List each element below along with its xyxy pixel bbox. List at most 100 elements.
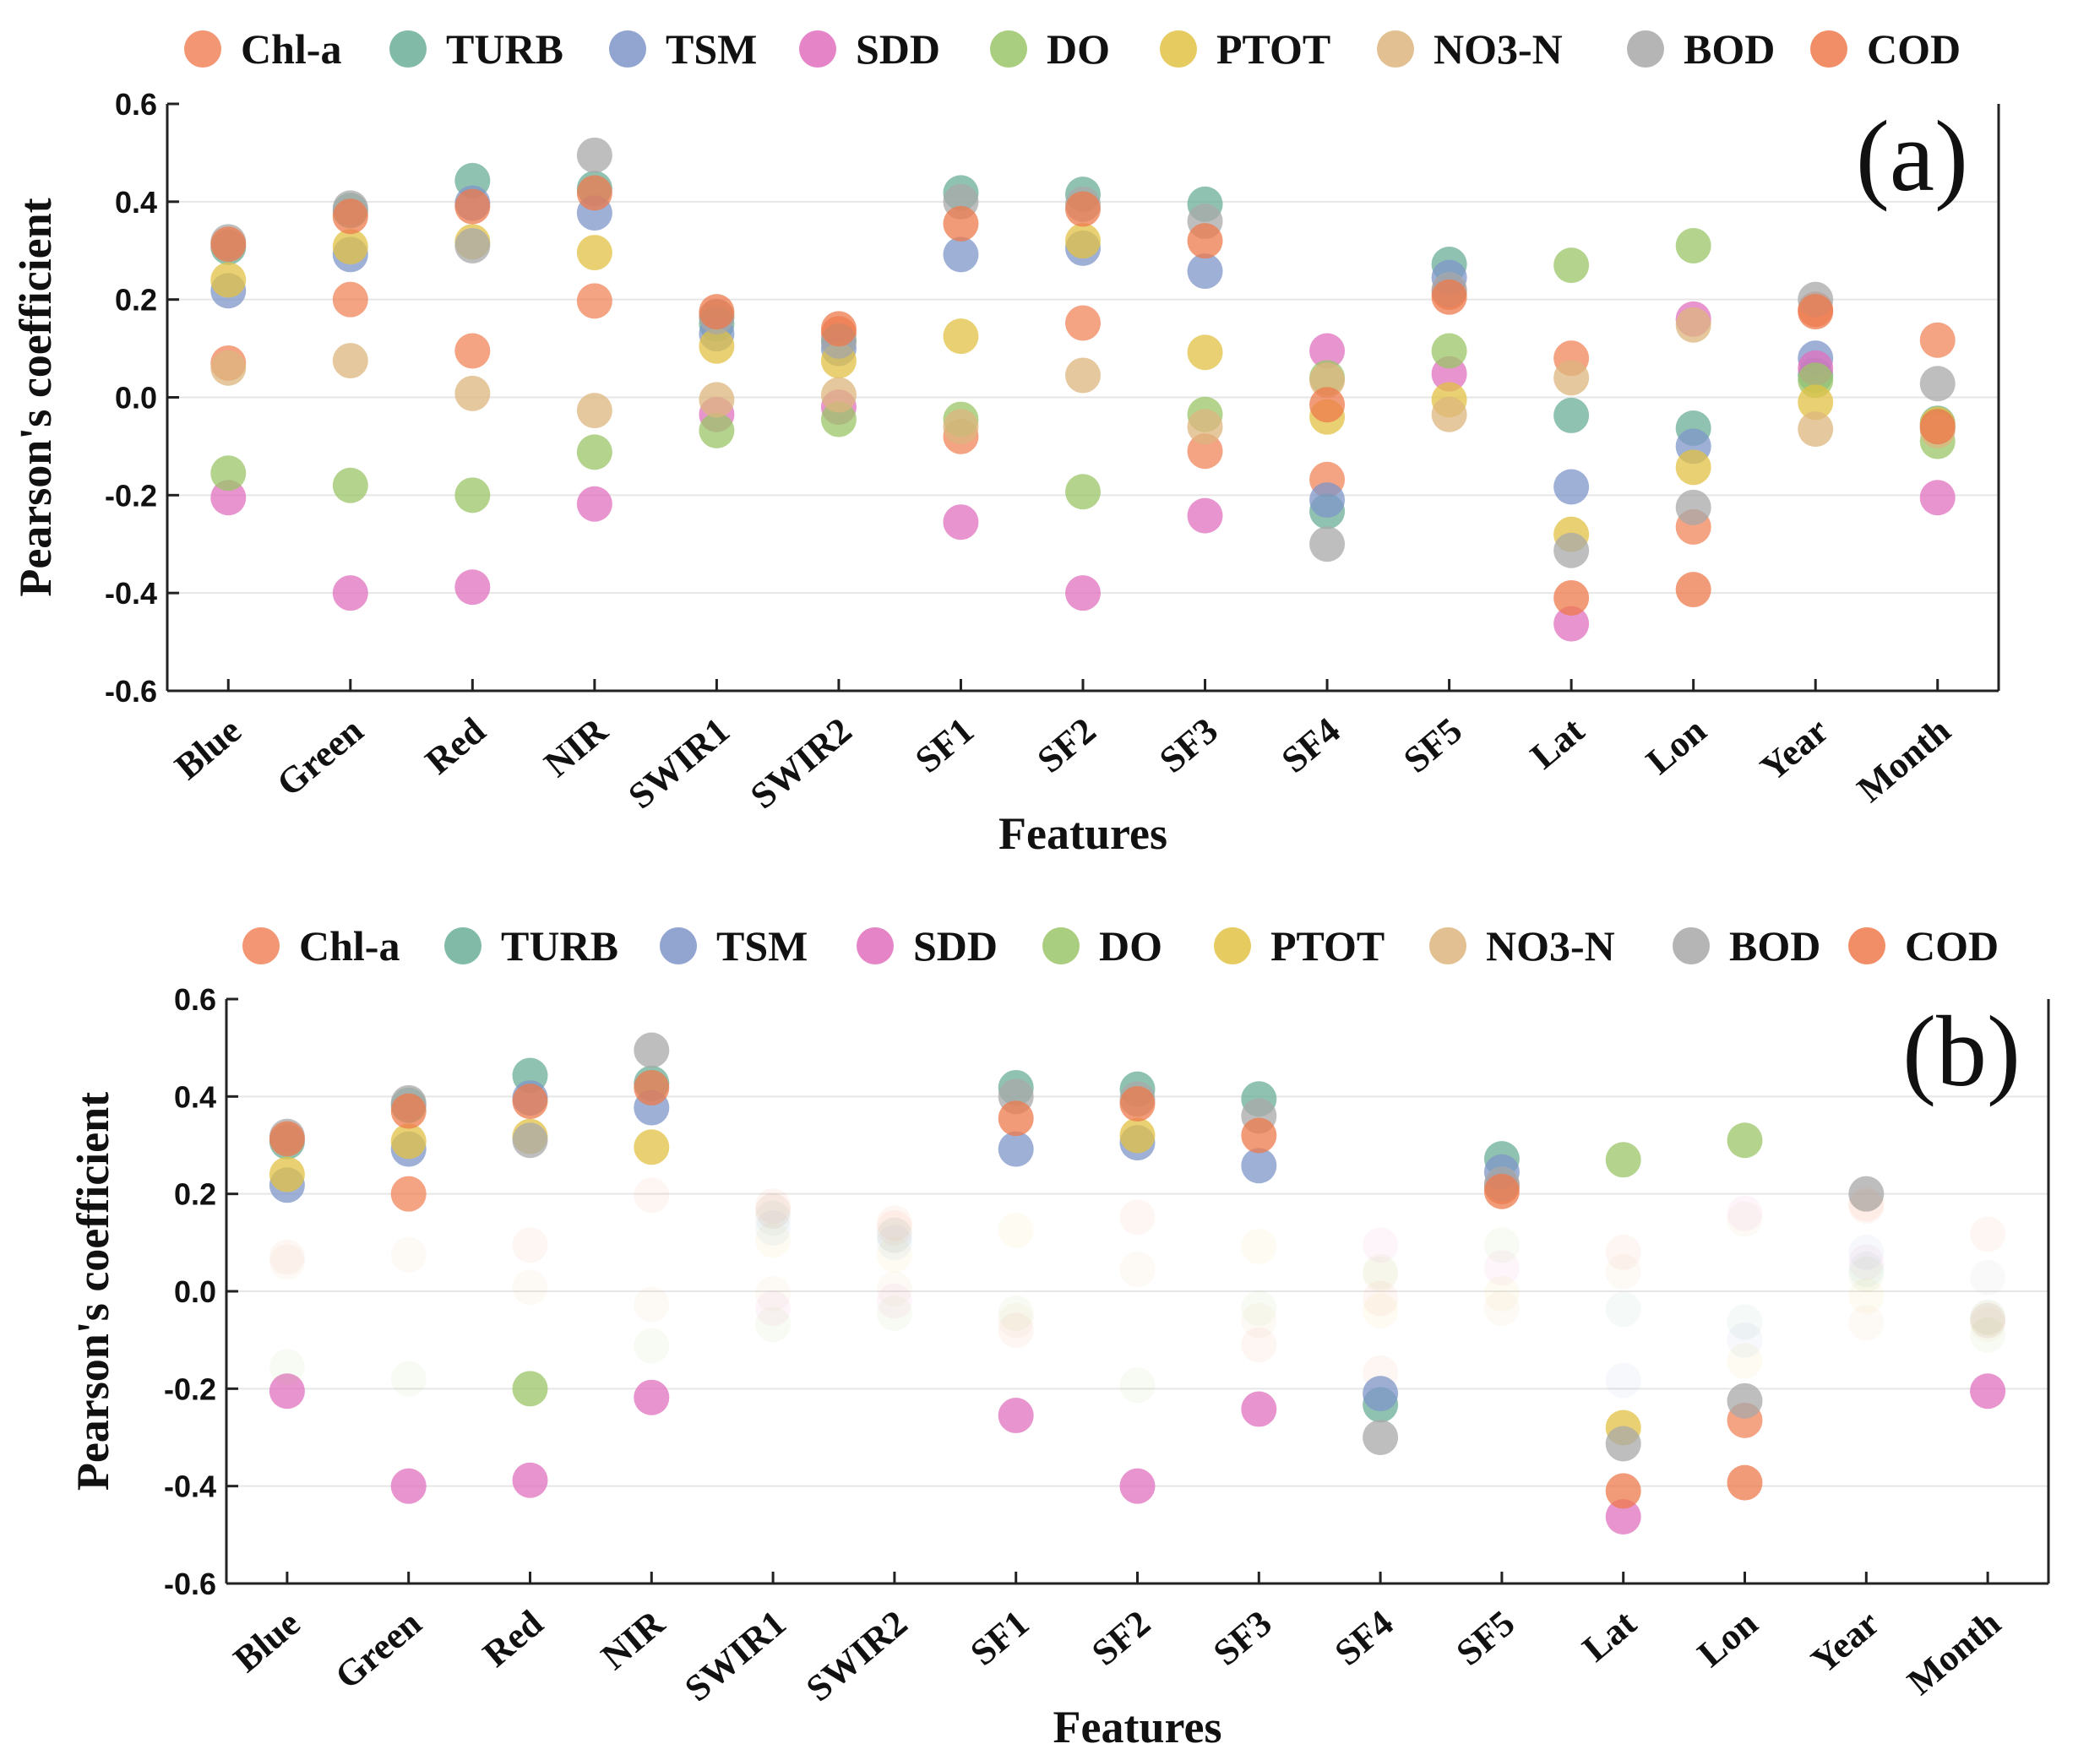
x-tick-label: SF3 [1151,709,1226,781]
point-sdd-lat [1605,1498,1641,1535]
legend-marker-sdd [857,927,894,964]
point-cod-swir1 [755,1188,792,1225]
point-tsm-lat [1605,1362,1641,1399]
legend-label-bod: BOD [1684,25,1775,73]
point-ptot-lon [1675,449,1711,486]
legend-marker-cod [1848,927,1885,964]
point-ptot-year [1798,384,1834,421]
point-no3-n-lat [1553,360,1590,396]
point-bod-lon [1727,1382,1763,1419]
point-tsm-lat [1553,469,1590,505]
point-tsm-sf1 [943,236,979,273]
point-no3-n-sf3 [1187,409,1223,445]
legend-label-turb: TURB [501,922,618,970]
panel-label: (b) [1902,995,2021,1107]
x-tick-label: Green [269,709,371,804]
point-chl-a-sf1 [998,1312,1034,1349]
point-do-red [454,477,491,513]
point-do-lon [1727,1122,1763,1159]
point-sdd-swir2 [876,1283,912,1319]
point-sdd-sf4 [1363,1227,1399,1263]
point-turb-lat [1553,397,1590,433]
x-axis-title: Features [1053,1702,1222,1752]
point-no3-n-green [332,343,368,379]
legend-label-turb: TURB [446,25,563,73]
legend-label-ptot: PTOT [1270,922,1385,970]
point-bod-swir2 [876,1217,912,1253]
point-chl-a-green [390,1176,427,1212]
point-sdd-red [454,569,491,606]
point-sdd-sf2 [1119,1468,1156,1504]
x-tick-label: Year [1803,1602,1887,1681]
point-no3-n-sf2 [1065,357,1101,394]
point-do-sf4 [1363,1253,1399,1290]
point-ptot-sf5 [1483,1275,1520,1312]
x-tick-label: SF3 [1205,1602,1280,1674]
legend-label-do: DO [1099,922,1162,970]
point-ptot-lon [1727,1343,1763,1379]
point-ptot-year [1848,1278,1885,1314]
point-chl-a-red [454,333,491,369]
x-tick-label: SF5 [1395,709,1470,781]
point-turb-month [1970,1299,2006,1335]
point-tsm-sf3 [1187,253,1223,290]
point-chl-a-green [332,281,368,318]
legend-marker-no3-n [1377,30,1414,68]
point-bod-sf4 [1363,1420,1399,1455]
point-bod-swir1 [755,1192,792,1229]
point-chl-a-red [512,1227,548,1263]
point-no3-n-sf1 [998,1302,1034,1339]
point-do-month [1970,1317,2006,1353]
point-do-sf5 [1431,333,1467,369]
point-ptot-green [390,1123,427,1160]
point-no3-n-sf1 [943,409,979,445]
y-tick-label: 0.2 [174,1177,216,1212]
point-cod-year [1798,294,1834,330]
x-tick-label: Month [1900,1602,2009,1703]
point-no3-n-sf2 [1119,1252,1156,1288]
legend-marker-do [990,30,1027,68]
legend-label-cod: COD [1905,922,1999,970]
y-tick-label: 0.4 [115,185,157,220]
point-no3-n-year [1848,1305,1885,1341]
point-ptot-nir [576,235,612,271]
x-tick-label: SF1 [962,1602,1036,1674]
x-tick-label: Green [327,1602,429,1697]
point-tsm-swir1 [755,1210,792,1247]
point-sdd-nir [576,486,612,522]
x-tick-label: NIR [536,709,616,785]
point-sdd-red [512,1462,548,1498]
point-no3-n-nir [634,1286,670,1323]
point-sdd-blue [269,1373,305,1410]
point-do-nir [634,1328,670,1364]
point-ptot-sf3 [1241,1228,1277,1264]
legend-label-cod: COD [1867,25,1961,73]
point-chl-a-sf3 [1241,1327,1277,1363]
y-tick-label: -0.6 [105,674,157,709]
point-no3-n-sf4 [1363,1256,1399,1292]
point-ptot-sf4 [1363,1293,1399,1329]
legend-marker-chl-a [242,927,280,964]
x-tick-label: SWIR2 [743,709,859,817]
point-chl-a-blue [269,1239,305,1275]
point-cod-sf2 [1119,1085,1156,1122]
point-tsm-sf1 [998,1131,1034,1167]
point-chl-a-month [1919,322,1956,358]
point-ptot-swir2 [876,1236,912,1273]
point-do-green [390,1361,427,1397]
point-tsm-sf3 [1241,1148,1277,1184]
point-sdd-sf4 [1309,333,1346,369]
point-cod-month [1970,1302,2006,1339]
point-cod-red [454,188,491,225]
y-tick-label: -0.2 [164,1372,216,1406]
point-sdd-sf2 [1065,575,1101,611]
point-bod-lat [1605,1426,1641,1462]
point-bod-red [454,227,491,263]
point-no3-n-year [1798,411,1834,448]
point-no3-n-sf4 [1309,362,1346,399]
x-tick-label: Red [417,709,493,782]
y-tick-label: 0.6 [115,87,157,122]
point-do-blue [269,1349,305,1385]
